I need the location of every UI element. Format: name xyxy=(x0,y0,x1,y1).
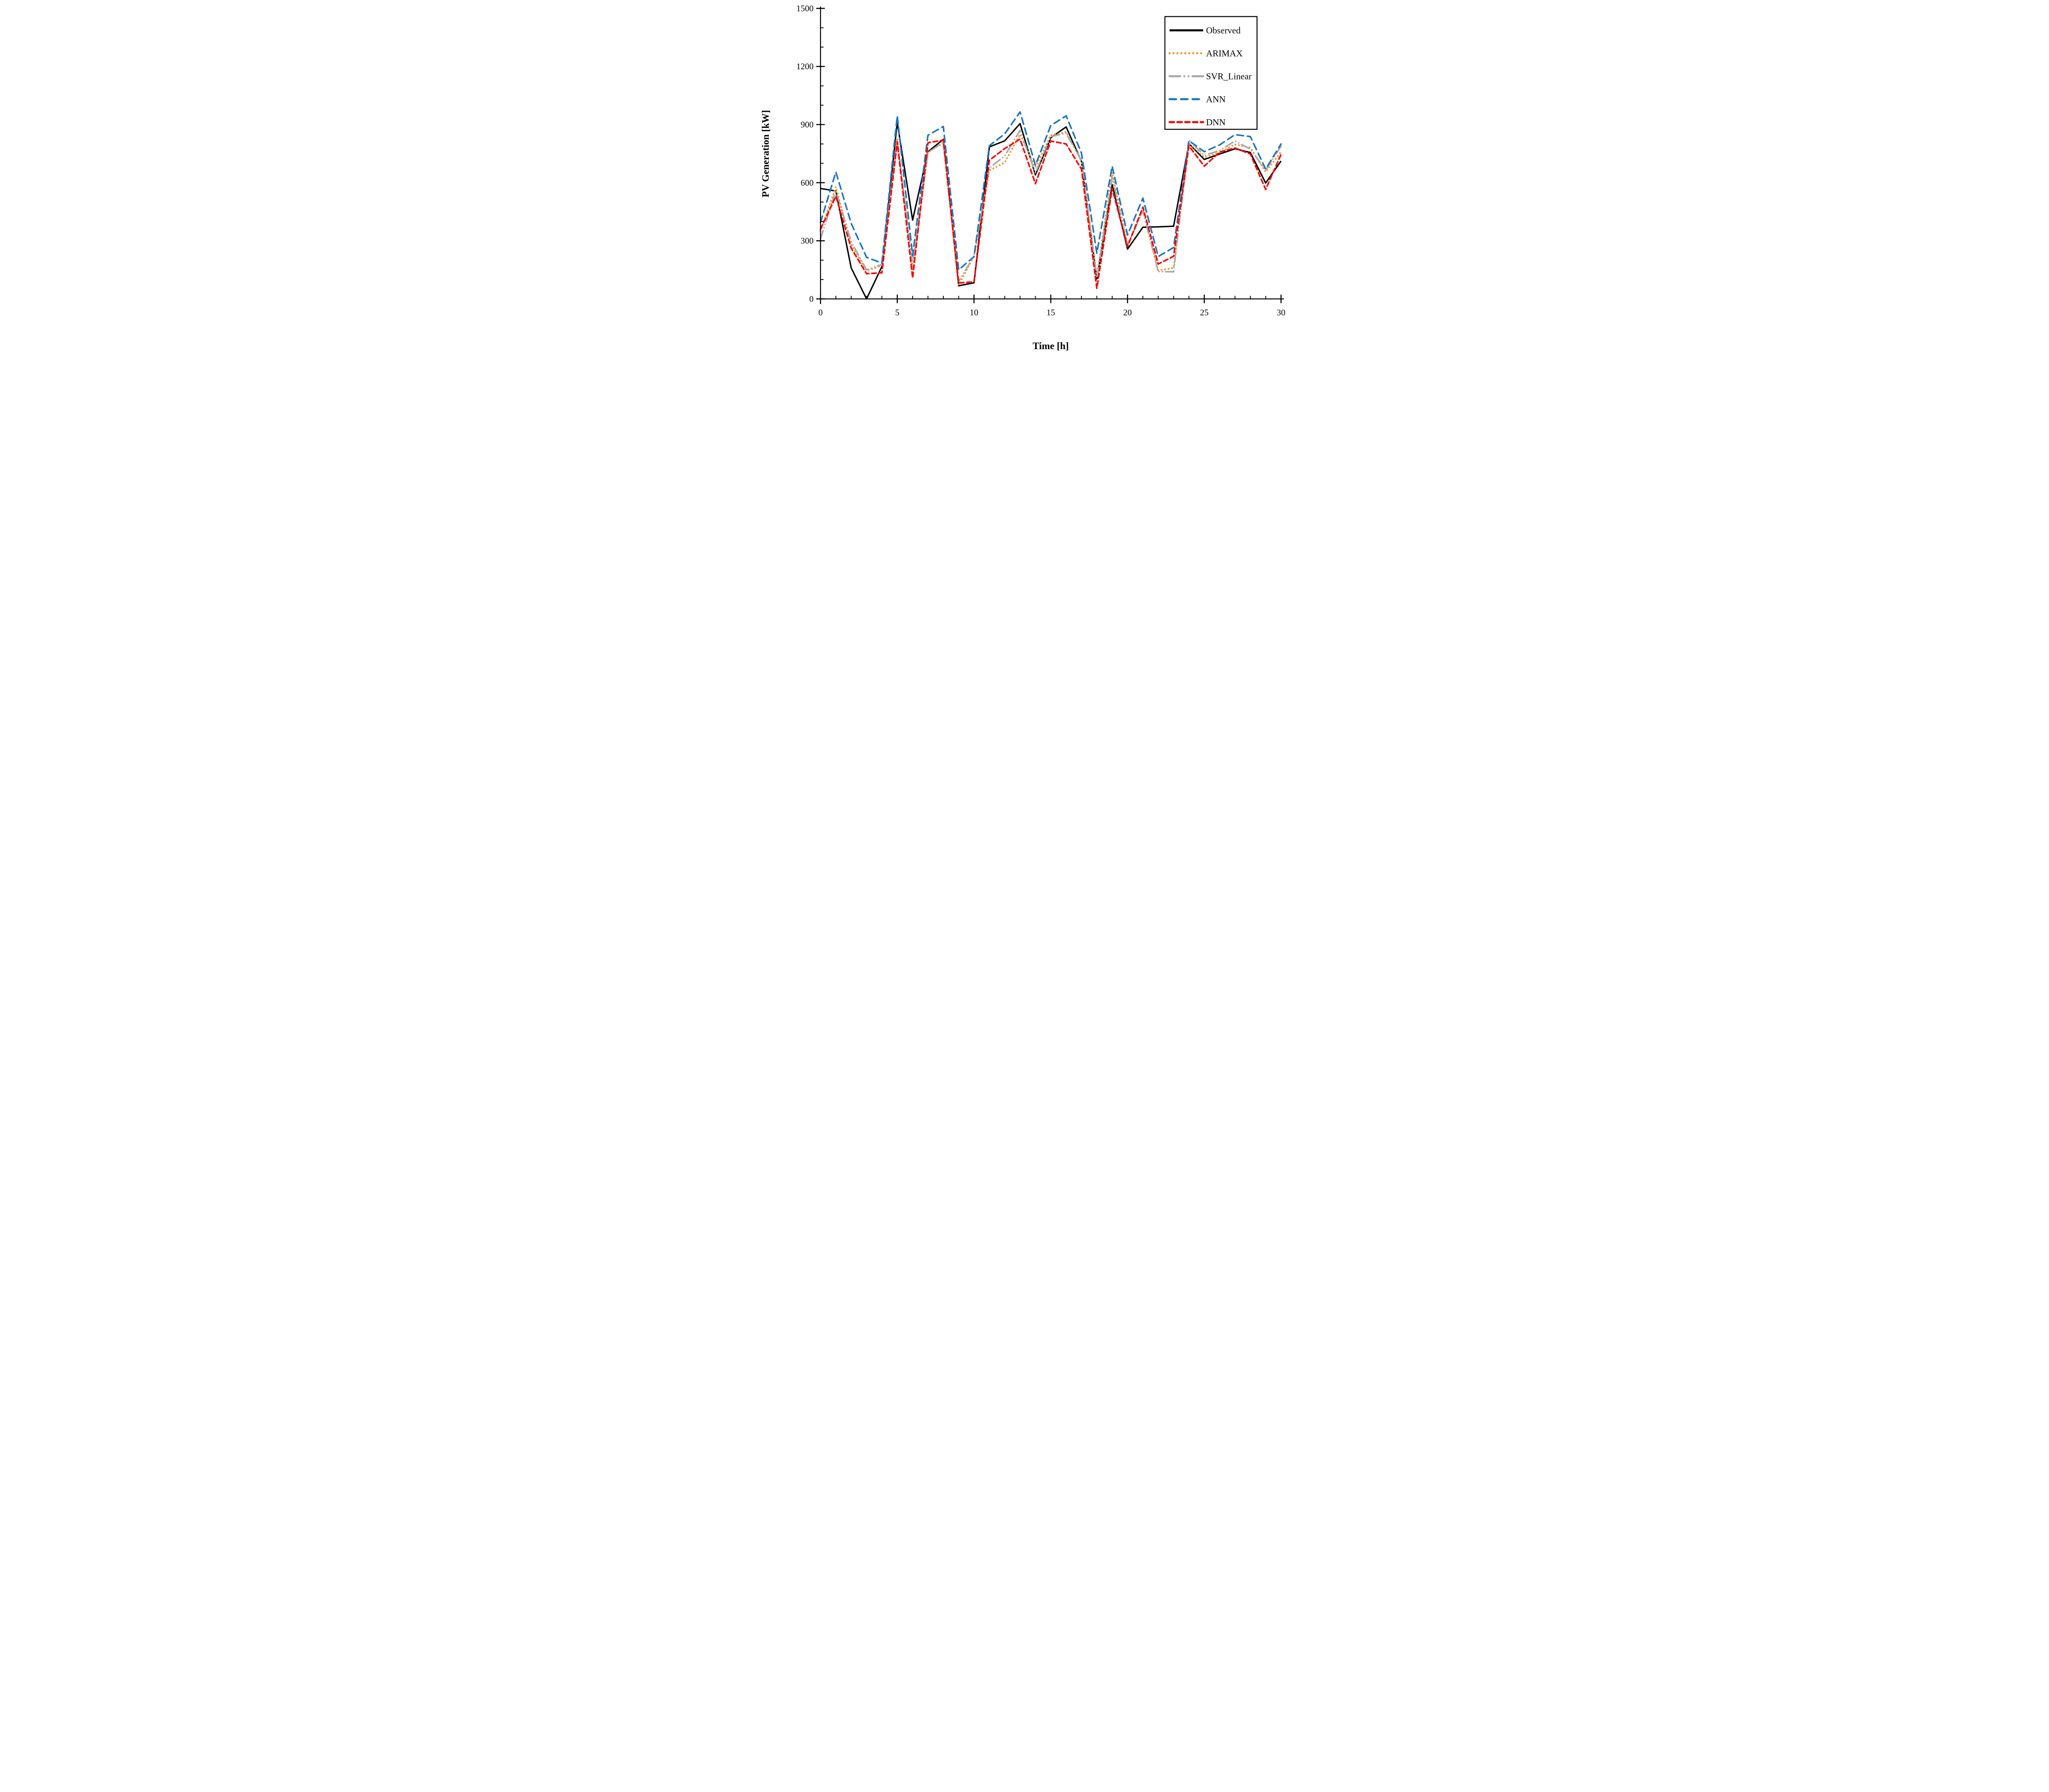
legend-box xyxy=(1164,16,1258,130)
series-line-dnn xyxy=(819,138,1282,289)
y-tick-label: 900 xyxy=(800,120,813,129)
series-line-arimax xyxy=(819,131,1282,286)
legend-label-arimax: ARIMAX xyxy=(1206,48,1243,59)
x-tick-label: 0 xyxy=(818,307,822,317)
x-axis-title: Time [h] xyxy=(1032,341,1068,352)
x-tick-label: 5 xyxy=(895,307,900,317)
legend-entry-arimax: ARIMAX xyxy=(1168,48,1243,59)
x-tick-label: 20 xyxy=(1123,307,1131,317)
legend-entry-observed: Observed xyxy=(1169,25,1240,36)
legend-entry-ann: ANN xyxy=(1168,94,1226,104)
series-lines xyxy=(819,111,1282,300)
legend-entry-dnn: DNN xyxy=(1168,117,1226,127)
y-tick-label: 1200 xyxy=(796,61,813,71)
legend-label-svr-linear: SVR_Linear xyxy=(1206,71,1252,82)
legend: Observed ARIMAX SVR_Linear ANN DNN xyxy=(1164,16,1258,130)
y-axis-title: PV Generation [kW] xyxy=(761,110,771,198)
series-line-svr-linear xyxy=(819,129,1282,282)
x-tick-label: 30 xyxy=(1277,307,1285,317)
pv-generation-forecast-figure: 0 5 10 15 20 25 30 0 300 600 900 1200 1500 Time [h] … xyxy=(756,0,1293,359)
legend-label-ann: ANN xyxy=(1206,94,1226,104)
y-tick-label: 0 xyxy=(809,294,813,304)
legend-label-observed: Observed xyxy=(1206,25,1240,36)
x-tick-label: 15 xyxy=(1046,307,1055,317)
y-tick-label: 1500 xyxy=(796,3,813,13)
y-tick-label: 600 xyxy=(800,178,813,188)
series-line-ann xyxy=(819,111,1282,271)
legend-label-dnn: DNN xyxy=(1206,117,1226,127)
legend-entry-svr-linear: SVR_Linear xyxy=(1168,71,1252,82)
x-tick-label: 25 xyxy=(1200,307,1209,317)
x-tick-label: 10 xyxy=(970,307,978,317)
y-tick-label: 300 xyxy=(800,236,813,246)
